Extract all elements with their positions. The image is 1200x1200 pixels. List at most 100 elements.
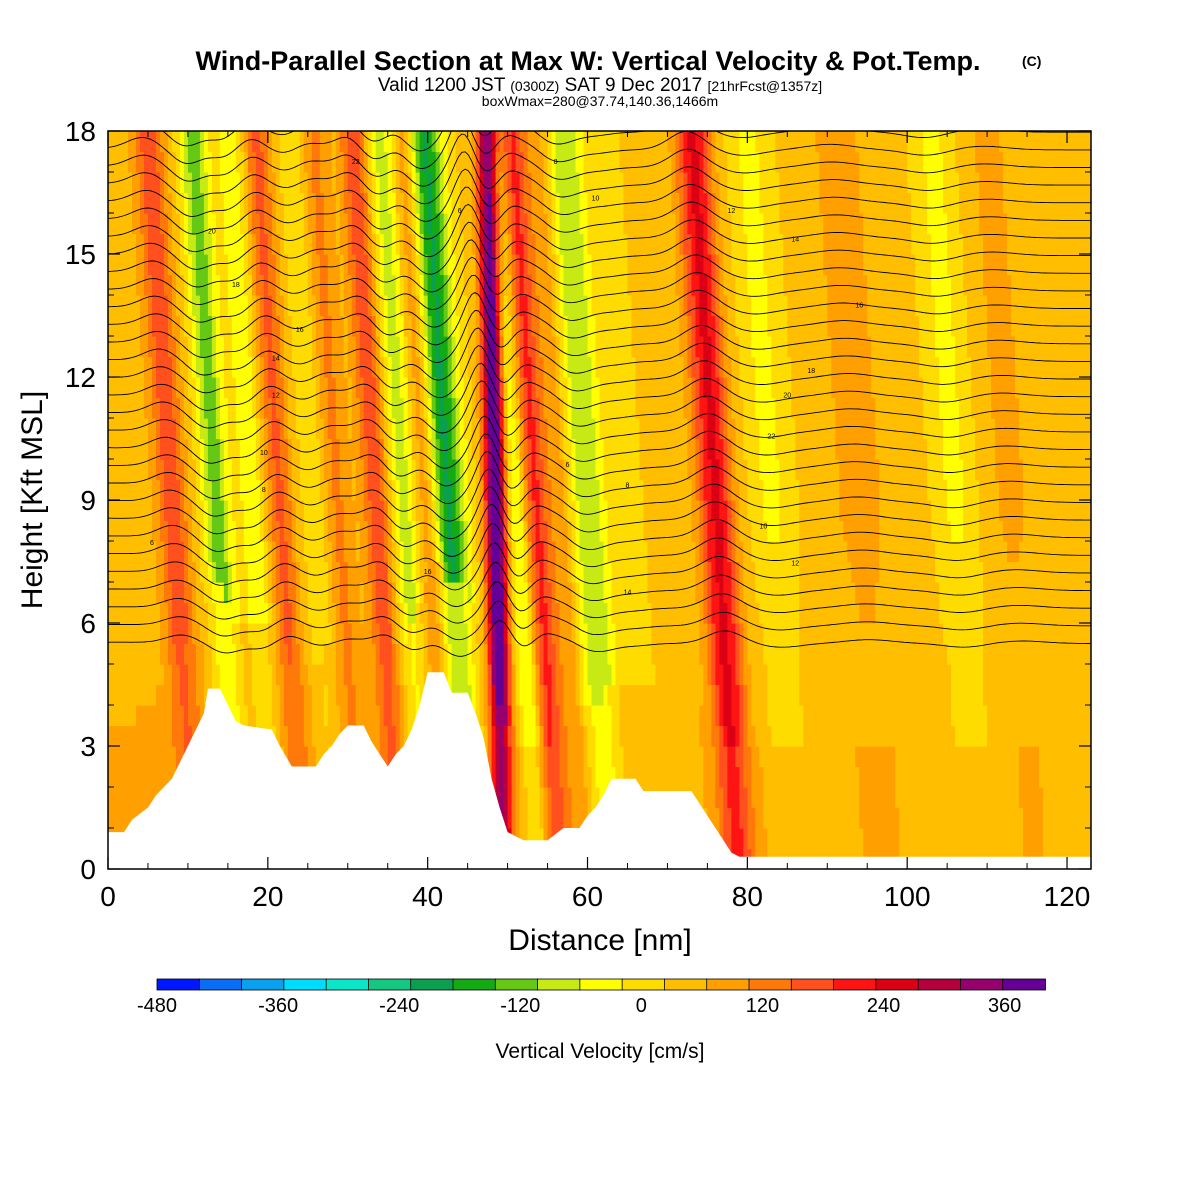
field-cell <box>199 602 205 624</box>
field-cell <box>219 418 225 440</box>
field-cell <box>123 746 129 768</box>
field-cell <box>527 213 533 235</box>
field-cell <box>607 500 613 522</box>
field-cell <box>539 520 545 542</box>
field-cell <box>155 151 161 173</box>
field-cell <box>599 192 605 214</box>
field-cell <box>435 151 441 173</box>
field-cell <box>187 377 193 399</box>
field-cell <box>327 500 333 522</box>
field-cell <box>411 377 417 399</box>
field-cell <box>263 336 269 358</box>
field-cell <box>595 397 601 419</box>
field-cell <box>223 541 229 563</box>
field-cell <box>391 418 397 440</box>
field-cell <box>175 274 181 296</box>
field-cell <box>523 438 529 460</box>
field-cell <box>559 520 565 542</box>
field-cell <box>371 520 377 542</box>
field-cell <box>483 315 489 337</box>
field-cell <box>351 582 357 604</box>
field-cell <box>187 602 193 624</box>
field-cell <box>235 274 241 296</box>
field-cell <box>175 151 181 173</box>
field-cell <box>487 623 493 645</box>
field-cell <box>575 787 581 809</box>
field-cell <box>303 623 309 645</box>
field-cell <box>535 725 541 747</box>
field-cell <box>487 479 493 501</box>
field-cell <box>315 479 321 501</box>
field-cell <box>108 192 113 214</box>
field-cell <box>511 131 517 153</box>
field-cell <box>279 438 285 460</box>
field-cell <box>395 356 401 378</box>
field-cell <box>307 295 313 317</box>
field-cell <box>571 295 577 317</box>
field-cell <box>619 479 625 501</box>
field-cell <box>127 766 133 788</box>
field-cell <box>283 131 289 153</box>
field-cell <box>431 500 437 522</box>
field-cell <box>387 664 393 686</box>
field-cell <box>223 233 229 255</box>
field-cell <box>291 397 297 419</box>
field-cell <box>267 192 273 214</box>
field-cell <box>327 705 333 727</box>
field-cell <box>343 295 349 317</box>
field-cell <box>123 479 129 501</box>
field-cell <box>627 520 633 542</box>
field-cell <box>235 254 241 276</box>
field-cell <box>587 274 593 296</box>
field-cell <box>123 602 129 624</box>
field-cell <box>315 356 321 378</box>
field-cell <box>567 582 573 604</box>
field-cell <box>191 356 197 378</box>
field-cell <box>531 541 537 563</box>
field-cell <box>595 746 601 768</box>
field-cell <box>195 295 201 317</box>
field-cell <box>591 274 597 296</box>
field-cell <box>639 459 645 481</box>
field-cell <box>511 520 517 542</box>
field-cell <box>119 582 125 604</box>
field-cell <box>187 438 193 460</box>
field-cell <box>415 623 421 645</box>
field-cell <box>239 233 245 255</box>
field-cell <box>439 623 445 645</box>
field-cell <box>259 192 265 214</box>
field-cell <box>307 725 313 747</box>
field-cell <box>567 295 573 317</box>
field-cell <box>423 131 429 153</box>
field-cell <box>363 479 369 501</box>
field-cell <box>563 787 569 809</box>
field-cell <box>159 151 165 173</box>
field-cell <box>111 295 117 317</box>
field-cell <box>523 131 529 153</box>
field-cell <box>427 131 433 153</box>
field-cell <box>111 315 117 337</box>
field-cell <box>159 561 165 583</box>
field-cell <box>599 131 605 153</box>
field-cell <box>383 746 389 768</box>
field-cell <box>143 151 149 173</box>
field-cell <box>427 233 433 255</box>
field-cell <box>547 274 553 296</box>
field-cell <box>327 151 333 173</box>
field-cell <box>151 787 157 809</box>
field-cell <box>351 151 357 173</box>
field-cell <box>195 602 201 624</box>
field-cell <box>499 725 505 747</box>
field-cell <box>475 684 481 706</box>
field-cell <box>287 377 293 399</box>
field-cell <box>463 151 469 173</box>
field-cell <box>159 664 165 686</box>
field-cell <box>439 151 445 173</box>
field-cell <box>547 725 553 747</box>
field-cell <box>251 336 257 358</box>
field-cell <box>491 192 497 214</box>
field-cell <box>108 459 113 481</box>
field-cell <box>147 787 153 809</box>
field-cell <box>295 705 301 727</box>
